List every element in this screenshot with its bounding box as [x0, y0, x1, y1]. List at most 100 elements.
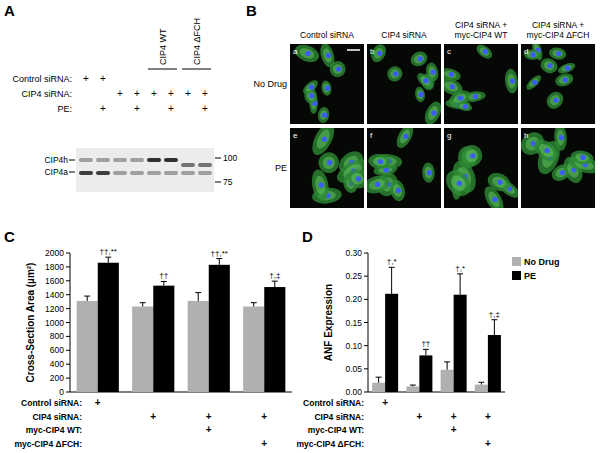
annotation: ††,** — [100, 247, 117, 256]
bar — [153, 286, 174, 392]
nucleus — [545, 148, 550, 153]
cell-core — [319, 110, 327, 121]
plus-sign: + — [100, 103, 106, 114]
tick-label: 0 — [59, 387, 64, 397]
nucleus — [559, 135, 564, 140]
tick-label: 200 — [50, 373, 64, 383]
cell — [393, 128, 416, 151]
tick-label: 0.00 — [345, 387, 362, 397]
cell-core — [537, 141, 556, 159]
cell — [444, 75, 465, 99]
bar — [132, 307, 153, 392]
column-header: CIP4 siRNA + — [532, 20, 584, 30]
cell-core — [528, 77, 540, 88]
plus-sign: + — [261, 411, 267, 422]
nucleus — [450, 84, 455, 89]
cell — [388, 178, 408, 203]
band-pointer — [69, 172, 75, 173]
nucleus — [356, 176, 361, 181]
plus-sign: + — [95, 397, 101, 408]
panel-label: B — [246, 2, 257, 19]
cell-core — [419, 75, 432, 87]
annotation: ††,** — [211, 249, 228, 258]
tick — [66, 280, 70, 281]
cell — [414, 70, 435, 90]
error-stem — [253, 303, 254, 307]
panel-a: AControl siRNA:++CIP4 siRNA:++++++PE:+++… — [4, 2, 237, 192]
plus-sign: + — [134, 88, 140, 99]
cell — [554, 128, 568, 151]
bar — [475, 385, 488, 392]
cell — [368, 44, 388, 65]
cell-core — [392, 183, 404, 198]
nucleus — [309, 85, 314, 90]
tick — [364, 368, 368, 369]
cell — [481, 183, 508, 208]
chart-C: C0200400600800100012001400160018002000Cr… — [4, 228, 292, 449]
panel-label: A — [4, 2, 15, 19]
bar — [264, 287, 285, 392]
error-cap — [272, 281, 278, 282]
plus-sign: + — [100, 73, 106, 84]
band — [113, 158, 127, 162]
micrograph — [367, 44, 441, 124]
plus-sign: + — [416, 411, 422, 422]
construct-label: CIP4 ΔFCH — [192, 18, 202, 65]
panel-label: C — [4, 228, 15, 245]
bar — [209, 265, 230, 392]
micrograph-bg — [290, 128, 364, 208]
condition-label: myc-CIP4 ΔFCH: — [14, 439, 82, 449]
cell-core — [372, 156, 386, 166]
error-cap — [84, 296, 90, 297]
cell-core — [575, 152, 590, 162]
image-label: h — [524, 131, 528, 140]
image-label: f — [370, 131, 373, 140]
bar — [385, 294, 398, 392]
cell-core — [491, 175, 508, 190]
cell — [320, 80, 333, 97]
bar — [188, 301, 209, 392]
cell-core — [413, 53, 426, 65]
cell-core — [486, 190, 502, 208]
nucleus — [497, 180, 502, 185]
axis-title: Cross-Section Area (µm²) — [25, 263, 36, 383]
legend-swatch — [512, 271, 521, 280]
error-cap — [457, 273, 463, 274]
cell-core — [314, 128, 333, 151]
micrograph-bg — [444, 128, 518, 208]
nucleus — [417, 56, 422, 61]
micrograph — [290, 128, 364, 208]
cell-core — [424, 166, 432, 179]
cell — [368, 153, 392, 170]
cell-core — [298, 46, 316, 60]
micrograph-bg — [367, 128, 441, 208]
error-bar — [376, 377, 382, 383]
band-label: CIP4h — [44, 155, 68, 165]
legend-swatch — [512, 257, 521, 266]
cell-core — [552, 49, 564, 58]
nucleus — [393, 71, 398, 76]
size-marker: 75 — [223, 177, 233, 187]
tick-label: 1600 — [45, 276, 64, 286]
blot — [76, 148, 214, 192]
nucleus — [403, 134, 408, 139]
micrograph — [521, 128, 595, 208]
bar — [441, 370, 454, 392]
bar — [488, 335, 501, 392]
plus-sign: + — [134, 103, 140, 114]
cell — [328, 60, 346, 79]
error-cap — [376, 377, 382, 378]
tick — [364, 322, 368, 323]
error-cap — [105, 257, 111, 258]
nucleus — [427, 170, 432, 175]
band — [147, 158, 161, 162]
error-stem — [425, 349, 426, 355]
legend-label: PE — [524, 271, 536, 281]
nucleus — [547, 63, 552, 68]
tick-label: 1400 — [45, 290, 64, 300]
tick-label: 1200 — [45, 304, 64, 314]
nucleus — [418, 92, 423, 97]
condition-label: Control siRNA: — [303, 398, 364, 408]
plus-sign: + — [206, 411, 212, 422]
band — [147, 171, 161, 175]
